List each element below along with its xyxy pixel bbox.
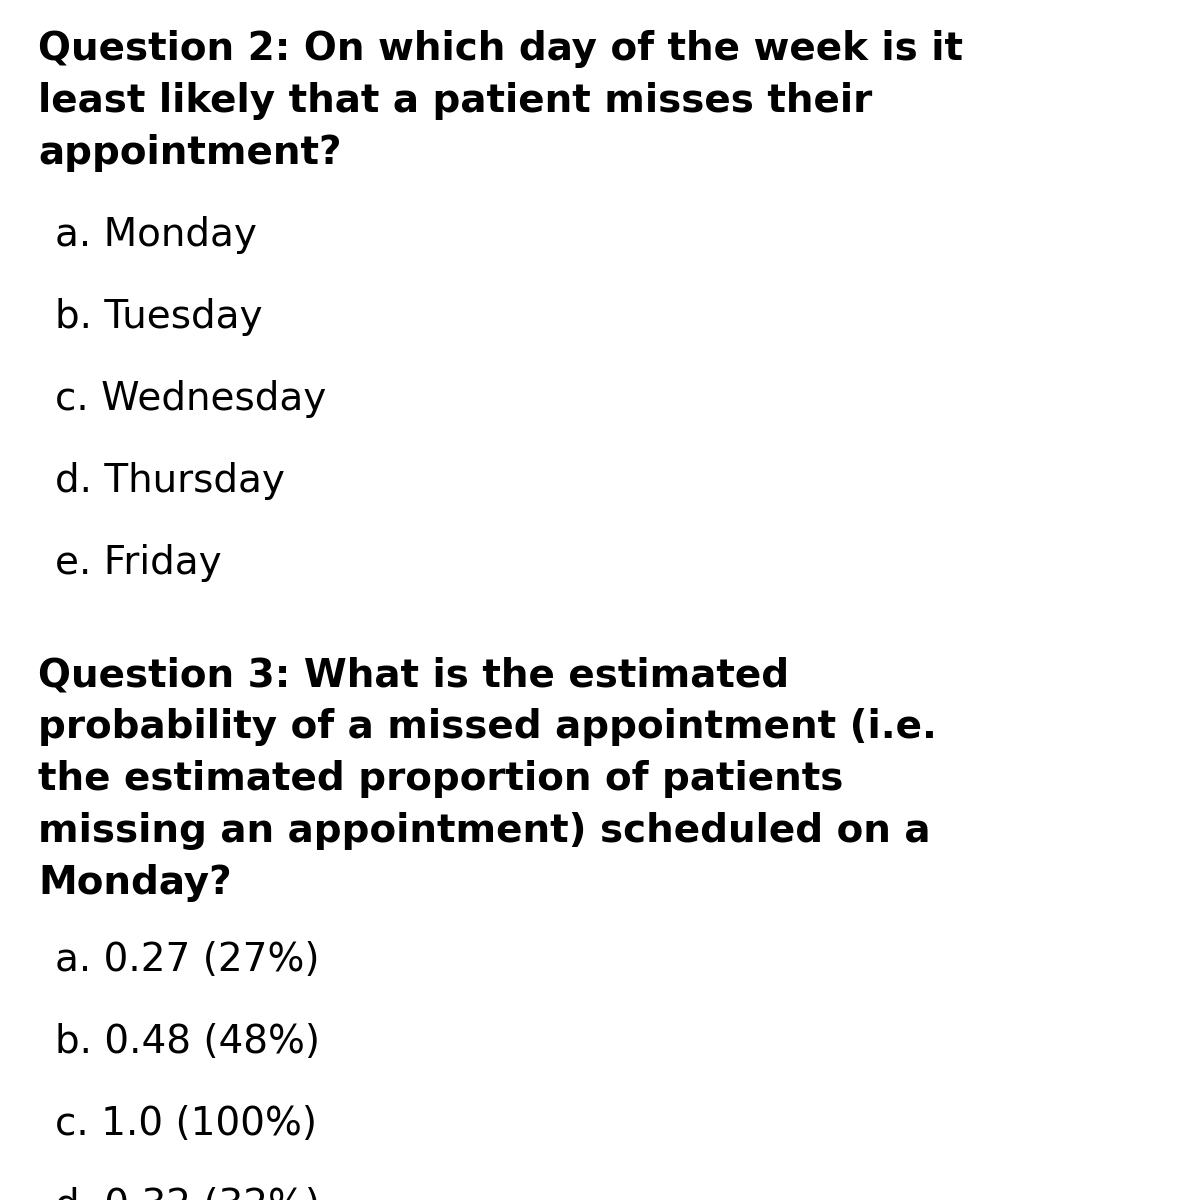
Text: appointment?: appointment? [38, 134, 342, 172]
Text: a. 0.27 (27%): a. 0.27 (27%) [55, 941, 319, 979]
Text: least likely that a patient misses their: least likely that a patient misses their [38, 82, 872, 120]
Text: a. Monday: a. Monday [55, 216, 257, 254]
Text: b. Tuesday: b. Tuesday [55, 298, 263, 336]
Text: c. Wednesday: c. Wednesday [55, 380, 326, 418]
Text: Question 3: What is the estimated: Question 3: What is the estimated [38, 656, 790, 694]
Text: Question 2: On which day of the week is it: Question 2: On which day of the week is … [38, 30, 964, 68]
Text: e. Friday: e. Friday [55, 544, 222, 582]
Text: probability of a missed appointment (i.e.: probability of a missed appointment (i.e… [38, 708, 937, 746]
Text: d. Thursday: d. Thursday [55, 462, 284, 500]
Text: b. 0.48 (48%): b. 0.48 (48%) [55, 1022, 320, 1061]
Text: the estimated proportion of patients: the estimated proportion of patients [38, 760, 844, 798]
Text: d. 0.32 (32%): d. 0.32 (32%) [55, 1187, 320, 1200]
Text: c. 1.0 (100%): c. 1.0 (100%) [55, 1105, 317, 1142]
Text: missing an appointment) scheduled on a: missing an appointment) scheduled on a [38, 812, 930, 850]
Text: Monday?: Monday? [38, 864, 232, 902]
